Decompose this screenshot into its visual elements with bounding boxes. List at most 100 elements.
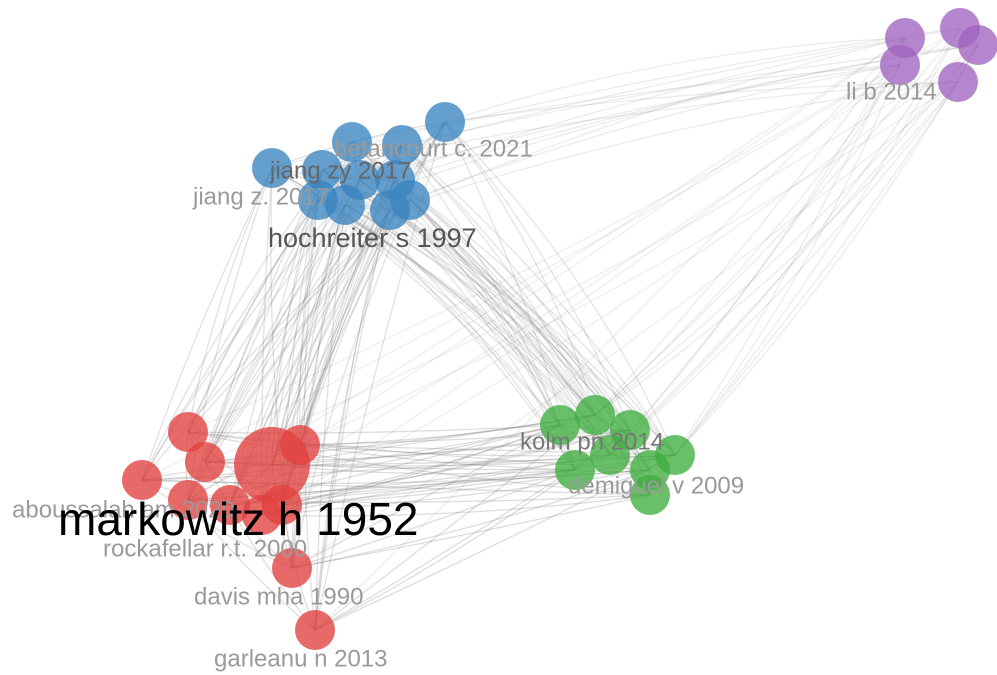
edge: [271, 121, 446, 466]
node: [252, 148, 292, 188]
edge: [594, 27, 961, 416]
edge: [401, 144, 631, 431]
edge: [444, 37, 906, 123]
edge: [291, 199, 411, 569]
edge: [141, 64, 901, 481]
edge: [674, 44, 979, 456]
node: [280, 425, 320, 465]
edge: [389, 37, 906, 211]
edge: [141, 167, 273, 481]
edge: [204, 179, 396, 463]
edge: [674, 37, 906, 456]
edge: [594, 81, 959, 416]
node: [325, 185, 365, 225]
node: [630, 475, 670, 515]
edge: [299, 81, 959, 446]
edge: [141, 199, 319, 481]
node-label: hochreiter s 1997: [268, 223, 477, 253]
edge: [594, 44, 979, 416]
edge: [291, 424, 561, 569]
node: [262, 485, 302, 525]
edge: [609, 27, 961, 456]
node: [168, 412, 208, 452]
edge: [314, 204, 346, 631]
edge: [261, 494, 651, 517]
edge: [394, 179, 676, 456]
edge: [204, 121, 446, 463]
node: [168, 480, 208, 520]
edge: [291, 81, 959, 569]
edge: [314, 209, 391, 631]
edge: [187, 199, 411, 433]
node-label: rockafellar r.t. 2000: [103, 535, 307, 562]
edge: [594, 37, 906, 416]
node: [555, 450, 595, 490]
edge: [204, 204, 346, 463]
edge: [609, 81, 959, 456]
node: [295, 610, 335, 650]
edge: [187, 424, 561, 434]
nodes: [122, 8, 997, 650]
edge: [401, 144, 676, 456]
edge: [389, 81, 959, 211]
node: [655, 435, 695, 475]
edge: [609, 37, 906, 456]
node: [540, 405, 580, 445]
node: [880, 45, 920, 85]
edge: [444, 121, 676, 456]
edge: [229, 27, 961, 506]
node-label: jiang z. 2017: [192, 183, 329, 210]
edge: [674, 81, 959, 456]
node-label: aboussalah am 2020: [12, 496, 235, 523]
node: [390, 180, 430, 220]
edge: [291, 469, 651, 569]
edge: [314, 469, 576, 631]
edge: [187, 167, 273, 433]
edge: [291, 494, 651, 569]
edge: [299, 209, 391, 446]
node-label: demiguel v 2009: [568, 472, 744, 499]
node-label: garleanu n 2013: [214, 645, 387, 672]
edge: [299, 121, 446, 446]
node: [272, 548, 312, 588]
node: [958, 25, 997, 65]
edge: [321, 169, 631, 431]
node-label: davis mha 1990: [194, 583, 363, 610]
edge: [444, 121, 631, 431]
node: [332, 122, 372, 162]
node-label: kolm pn 2014: [520, 428, 664, 455]
edge: [187, 199, 319, 433]
labels: betancourt c. 2021 jiang zy 2017 jiang z…: [12, 78, 937, 672]
edge: [317, 199, 561, 426]
edge: [401, 144, 596, 416]
edge: [314, 37, 906, 631]
edge: [271, 429, 631, 466]
edge: [281, 469, 576, 506]
edge: [271, 37, 906, 466]
node-label: li b 2014: [846, 78, 937, 105]
node-label: markowitz h 1952: [58, 493, 419, 545]
edge: [281, 429, 631, 506]
node: [210, 485, 250, 525]
node: [185, 442, 225, 482]
edge: [674, 64, 901, 456]
edge: [187, 27, 961, 433]
edge: [314, 179, 396, 631]
node-label: betancourt c. 2021: [334, 135, 533, 162]
edge: [674, 27, 961, 456]
edge: [141, 479, 651, 496]
edge: [261, 44, 979, 516]
edge: [204, 461, 316, 631]
edge: [204, 44, 979, 463]
edge: [444, 81, 959, 123]
edge: [299, 444, 576, 471]
edge: [141, 479, 293, 569]
edge: [281, 64, 901, 506]
edge: [594, 64, 901, 416]
edge: [299, 204, 346, 446]
node-label: jiang zy 2017: [269, 157, 411, 184]
edge: [409, 64, 901, 201]
node: [122, 460, 162, 500]
edge: [389, 209, 596, 416]
